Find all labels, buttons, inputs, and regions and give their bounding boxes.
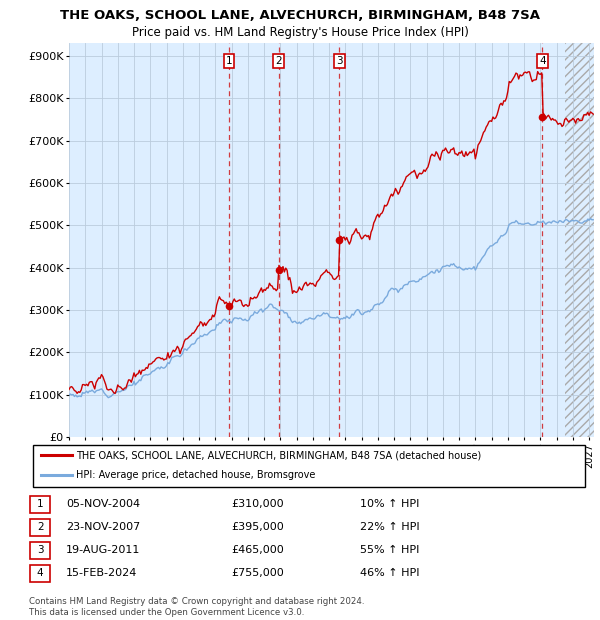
- Text: Contains HM Land Registry data © Crown copyright and database right 2024.
This d: Contains HM Land Registry data © Crown c…: [29, 598, 364, 617]
- Text: £755,000: £755,000: [231, 568, 284, 578]
- FancyBboxPatch shape: [30, 542, 50, 559]
- Text: 05-NOV-2004: 05-NOV-2004: [66, 499, 140, 510]
- Text: £395,000: £395,000: [231, 522, 284, 533]
- Text: 1: 1: [37, 499, 44, 510]
- Text: 22% ↑ HPI: 22% ↑ HPI: [360, 522, 419, 533]
- Text: Price paid vs. HM Land Registry's House Price Index (HPI): Price paid vs. HM Land Registry's House …: [131, 26, 469, 39]
- Text: £310,000: £310,000: [231, 499, 284, 510]
- FancyBboxPatch shape: [30, 496, 50, 513]
- Text: £465,000: £465,000: [231, 545, 284, 556]
- Text: 2: 2: [37, 522, 44, 533]
- Text: 46% ↑ HPI: 46% ↑ HPI: [360, 568, 419, 578]
- Bar: [565, 43, 594, 437]
- Text: THE OAKS, SCHOOL LANE, ALVECHURCH, BIRMINGHAM, B48 7SA: THE OAKS, SCHOOL LANE, ALVECHURCH, BIRMI…: [60, 9, 540, 22]
- Text: 10% ↑ HPI: 10% ↑ HPI: [360, 499, 419, 510]
- Text: 3: 3: [336, 56, 343, 66]
- Text: HPI: Average price, detached house, Bromsgrove: HPI: Average price, detached house, Brom…: [76, 470, 316, 480]
- Text: 2: 2: [275, 56, 282, 66]
- Text: THE OAKS, SCHOOL LANE, ALVECHURCH, BIRMINGHAM, B48 7SA (detached house): THE OAKS, SCHOOL LANE, ALVECHURCH, BIRMI…: [76, 450, 481, 460]
- Text: 19-AUG-2011: 19-AUG-2011: [66, 545, 140, 556]
- FancyBboxPatch shape: [33, 445, 585, 487]
- Text: 1: 1: [226, 56, 232, 66]
- FancyBboxPatch shape: [30, 519, 50, 536]
- Text: 55% ↑ HPI: 55% ↑ HPI: [360, 545, 419, 556]
- FancyBboxPatch shape: [30, 565, 50, 582]
- Text: 23-NOV-2007: 23-NOV-2007: [66, 522, 140, 533]
- Text: 15-FEB-2024: 15-FEB-2024: [66, 568, 137, 578]
- Text: 4: 4: [37, 568, 44, 578]
- Text: 4: 4: [539, 56, 545, 66]
- Text: 3: 3: [37, 545, 44, 556]
